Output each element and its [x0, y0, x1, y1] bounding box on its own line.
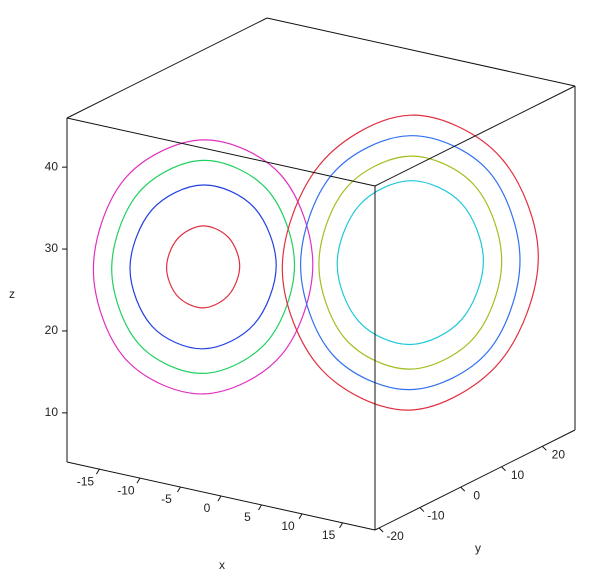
x-tick [177, 486, 181, 493]
x-tick-label: -10 [117, 483, 135, 497]
x-tick [136, 477, 141, 484]
x-tick-label: 15 [322, 528, 336, 542]
y-tick-label: 0 [473, 488, 480, 502]
y-tick [460, 486, 466, 492]
z-tick-label: 10 [45, 405, 59, 419]
x-tick-label: -5 [161, 492, 172, 506]
trajectory [281, 114, 539, 411]
x-tick [339, 522, 344, 529]
box-edge [66, 17, 268, 119]
y-axis-label: y [475, 541, 481, 555]
y-tick-label: -20 [386, 529, 404, 543]
y-tick [541, 445, 547, 451]
x-tick [258, 504, 262, 511]
z-tick-label: 20 [45, 323, 59, 337]
x-tick-label: 0 [204, 501, 211, 515]
y-tick-label: 20 [552, 447, 566, 461]
trajectory [111, 159, 296, 375]
box-edge [266, 17, 576, 87]
trajectory [299, 135, 521, 391]
x-tick-label: 10 [281, 519, 295, 533]
trajectory [129, 184, 277, 350]
x-tick-label: 5 [244, 510, 251, 524]
x-tick-label: -15 [77, 474, 95, 488]
x-tick [298, 513, 303, 520]
y-tick [501, 466, 506, 472]
trajectory [92, 139, 314, 395]
z-tick-label: 30 [45, 241, 59, 255]
y-tick-label: 10 [511, 468, 525, 482]
trajectory [336, 180, 484, 346]
x-tick [95, 468, 100, 475]
z-tick-label: 40 [45, 159, 59, 173]
x-tick [217, 495, 222, 502]
y-tick-label: -10 [427, 509, 445, 523]
box-edge [374, 85, 576, 187]
z-axis-label: z [9, 287, 15, 301]
box-edge [374, 429, 576, 531]
trajectory [165, 225, 241, 309]
trajectory [318, 155, 503, 370]
y-tick [419, 507, 425, 512]
y-tick [378, 527, 384, 533]
x-axis-label: x [219, 558, 225, 572]
box-edge [66, 117, 376, 187]
